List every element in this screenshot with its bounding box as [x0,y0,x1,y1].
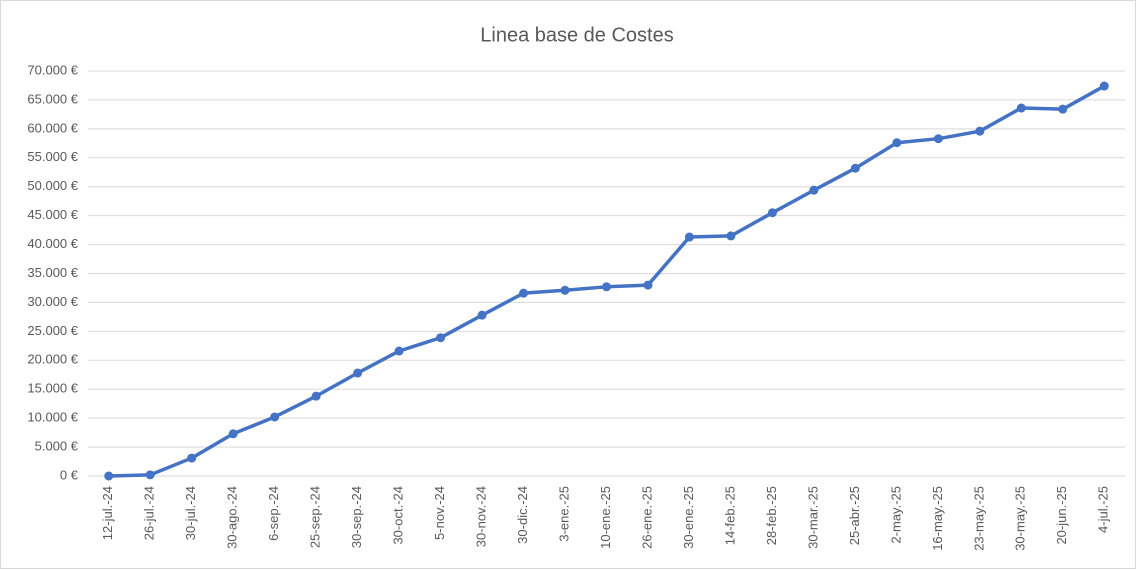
point [145,470,155,480]
y-tick-label: 45.000 € [27,207,78,222]
point [1016,103,1026,113]
y-tick-label: 0 € [60,467,79,482]
x-tick-label: 28-feb.-25 [764,486,779,545]
y-tick-label: 55.000 € [27,149,78,164]
point [353,368,363,378]
x-tick-label: 6-sep.-24 [266,486,281,541]
y-tick-label: 60.000 € [27,120,78,135]
x-tick-label: 4-jul.-25 [1096,486,1111,533]
y-tick-label: 5.000 € [35,439,79,454]
point [311,391,321,401]
x-tick-label: 30-ago.-24 [225,486,240,549]
x-tick-label: 12-jul.-24 [100,486,115,540]
x-tick-label: 30-dic.-24 [515,486,530,544]
y-tick-label: 10.000 € [27,410,78,425]
x-tick-label: 30-may.-25 [1013,486,1028,551]
x-tick-label: 30-jul.-24 [183,486,198,540]
x-tick-label: 25-abr.-25 [847,486,862,545]
x-tick-label: 23-may.-25 [971,486,986,551]
x-tick-label: 26-jul.-24 [142,486,157,540]
x-tick-label: 3-ene.-25 [556,486,571,542]
x-tick-label: 2-may.-25 [888,486,903,544]
point [850,163,860,173]
x-tick-label: 25-sep.-24 [308,486,323,548]
x-tick-label: 30-ene.-25 [681,486,696,549]
point [643,280,653,290]
x-tick-label: 14-feb.-25 [722,486,737,545]
point [1058,104,1068,114]
x-tick-label: 5-nov.-24 [432,486,447,540]
point [187,453,197,463]
point [933,134,943,144]
point [560,285,570,295]
point [394,346,404,356]
y-tick-label: 65.000 € [27,91,78,106]
point [975,126,985,136]
y-tick-label: 25.000 € [27,323,78,338]
y-tick-label: 35.000 € [27,265,78,280]
x-tick-label: 30-oct.-24 [391,486,406,545]
point [1099,81,1109,91]
x-tick-label: 10-ene.-25 [598,486,613,549]
x-tick-label: 30-mar.-25 [805,486,820,549]
point [436,333,446,343]
point [684,232,694,242]
y-tick-label: 70.000 € [27,62,78,77]
point [892,138,902,148]
chart-title: Linea base de Costes [480,24,673,46]
point [228,429,238,439]
point [602,282,611,292]
point [726,231,736,241]
x-tick-label: 30-nov.-24 [473,486,488,547]
y-tick-label: 20.000 € [27,352,78,367]
y-tick-label: 40.000 € [27,236,78,251]
x-tick-label: 20-jun.-25 [1054,486,1069,545]
point [519,288,529,298]
x-tick-label: 16-may.-25 [930,486,945,551]
y-tick-label: 30.000 € [27,294,78,309]
point [767,208,777,218]
point [477,310,487,320]
y-tick-label: 50.000 € [27,178,78,193]
y-tick-label: 15.000 € [27,381,78,396]
x-tick-label: 30-sep.-24 [349,486,364,548]
point [270,412,280,422]
point [809,185,819,195]
point [104,471,114,481]
x-tick-label: 26-ene.-25 [639,486,654,549]
